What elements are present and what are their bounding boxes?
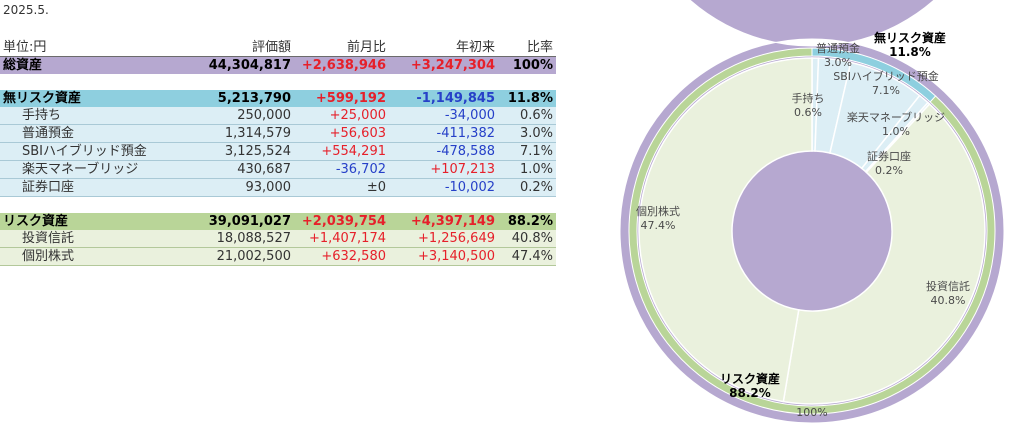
risk-value: 39,091,027 (160, 213, 294, 230)
item-mom: -36,702 (294, 160, 389, 179)
table-row: 普通預金 1,314,579 +56,603 -411,382 3.0% (0, 124, 556, 143)
total-value: 44,304,817 (160, 56, 294, 74)
item-value: 18,088,527 (160, 230, 294, 248)
table-row: 投資信託 18,088,527 +1,407,174 +1,256,649 40… (0, 230, 556, 248)
donut-label-value-inner-5: 40.8% (931, 294, 966, 307)
asset-table: 単位:円 評価額 前月比 年初来 比率 総資産 44,304,817 +2,63… (0, 39, 556, 266)
item-mom: +1,407,174 (294, 230, 389, 248)
total-assets-row: 総資産 44,304,817 +2,638,946 +3,247,304 100… (0, 56, 556, 74)
item-ratio: 1.0% (498, 160, 556, 179)
risk-row: リスク資産 39,091,027 +2,039,754 +4,397,149 8… (0, 213, 556, 230)
spacer-row (0, 196, 556, 213)
riskfree-mom: +599,192 (294, 90, 389, 107)
item-ytd: +1,256,649 (389, 230, 498, 248)
item-name: 普通預金 (0, 124, 160, 143)
item-ytd: -10,002 (389, 178, 498, 197)
donut-inner-slice-6 (638, 57, 813, 403)
item-mom: +56,603 (294, 124, 389, 143)
donut-label-value-inner-0: 0.6% (794, 106, 822, 119)
donut-middle-slice-1 (628, 47, 996, 415)
header-ratio: 比率 (526, 40, 553, 55)
item-ratio: 0.2% (498, 178, 556, 197)
item-value: 21,002,500 (160, 247, 294, 266)
item-mom: +632,580 (294, 247, 389, 266)
risk-mom: +2,039,754 (294, 213, 389, 230)
item-ytd: +107,213 (389, 160, 498, 179)
item-name: 投資信託 (0, 230, 160, 248)
donut-label-value-middle-0: 11.8% (889, 45, 931, 59)
riskfree-row: 無リスク資産 5,213,790 +599,192 -1,149,845 11.… (0, 90, 556, 107)
item-value: 430,687 (160, 160, 294, 179)
item-value: 3,125,524 (160, 142, 294, 161)
donut-inner-slice-5 (782, 102, 986, 405)
header-value: 評価額 (251, 40, 291, 55)
item-name: 証券口座 (0, 178, 160, 197)
item-value: 1,314,579 (160, 124, 294, 143)
item-name: 手持ち (0, 107, 160, 125)
item-ratio: 0.6% (498, 107, 556, 125)
spacer-row (0, 74, 556, 90)
header-ytd: 年初来 (455, 40, 495, 55)
item-ratio: 7.1% (498, 142, 556, 161)
donut-label-name-inner-5: 投資信託 (926, 279, 970, 293)
table-row: 手持ち 250,000 +25,000 -34,000 0.6% (0, 107, 556, 125)
donut-label-value-inner-1: 3.0% (824, 56, 852, 69)
donut-label-value-outer-0: 100% (796, 406, 827, 419)
risk-name: リスク資産 (0, 213, 160, 230)
donut-label-name-inner-1: 普通預金 (816, 41, 860, 55)
total-name: 総資産 (0, 56, 160, 74)
table-row: 証券口座 93,000 ±0 -10,002 0.2% (0, 178, 556, 197)
riskfree-value: 5,213,790 (160, 90, 294, 107)
item-ytd: +3,140,500 (389, 247, 498, 266)
item-mom: ±0 (294, 178, 389, 197)
item-ratio: 40.8% (498, 230, 556, 248)
risk-ytd: +4,397,149 (389, 213, 498, 230)
donut-label-value-middle-1: 88.2% (729, 386, 771, 400)
riskfree-ratio: 11.8% (498, 90, 556, 107)
table-header-row: 単位:円 評価額 前月比 年初来 比率 (0, 39, 556, 57)
donut-label-name-inner-4: 証券口座 (867, 149, 911, 163)
header-unit: 単位:円 (3, 40, 47, 55)
donut-label-name-inner-3: 楽天マネーブリッジ (847, 110, 945, 124)
item-name: 楽天マネーブリッジ (0, 160, 160, 179)
item-mom: +554,291 (294, 142, 389, 161)
donut-label-name-inner-0: 手持ち (792, 91, 825, 105)
header-mom: 前月比 (346, 40, 386, 55)
riskfree-name: 無リスク資産 (0, 90, 160, 107)
total-ratio: 100% (498, 56, 556, 74)
donut-label-value-inner-6: 47.4% (641, 219, 676, 232)
riskfree-ytd: -1,149,845 (389, 90, 498, 107)
item-mom: +25,000 (294, 107, 389, 125)
item-value: 250,000 (160, 107, 294, 125)
item-name: SBIハイブリッド預金 (0, 142, 160, 161)
donut-label-name-middle-1: リスク資産 (720, 371, 780, 386)
donut-label-name-inner-6: 個別株式 (636, 204, 680, 218)
donut-label-name-inner-2: SBIハイブリッド預金 (833, 69, 939, 83)
donut-arcs (619, 0, 1005, 424)
table-row: SBIハイブリッド預金 3,125,524 +554,291 -478,588 … (0, 142, 556, 161)
item-ytd: -34,000 (389, 107, 498, 125)
total-ytd: +3,247,304 (389, 56, 498, 74)
item-value: 93,000 (160, 178, 294, 197)
item-ytd: -411,382 (389, 124, 498, 143)
donut-label-name-middle-0: 無リスク資産 (874, 30, 946, 45)
item-ytd: -478,588 (389, 142, 498, 161)
table-row: 個別株式 21,002,500 +632,580 +3,140,500 47.4… (0, 247, 556, 266)
donut-label-value-inner-4: 0.2% (875, 164, 903, 177)
risk-ratio: 88.2% (498, 213, 556, 230)
total-mom: +2,638,946 (294, 56, 389, 74)
item-ratio: 3.0% (498, 124, 556, 143)
item-name: 個別株式 (0, 247, 160, 266)
table-row: 楽天マネーブリッジ 430,687 -36,702 +107,213 1.0% (0, 160, 556, 179)
donut-label-value-inner-2: 7.1% (872, 84, 900, 97)
item-ratio: 47.4% (498, 247, 556, 266)
donut-label-value-inner-3: 1.0% (882, 125, 910, 138)
report-date: 2025.5. (3, 3, 49, 17)
